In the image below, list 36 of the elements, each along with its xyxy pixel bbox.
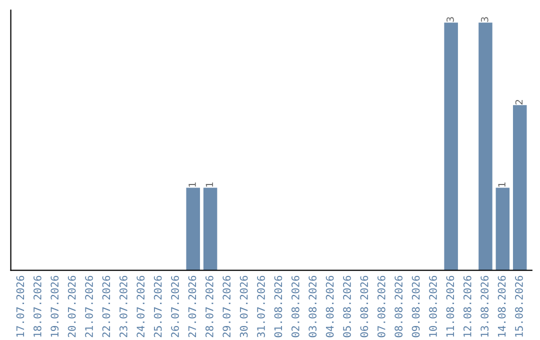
x-tick-label: 22.07.2026 <box>102 276 110 338</box>
x-tick-label: 03.08.2026 <box>308 276 317 338</box>
x-tick-label: 01.08.2026 <box>274 276 282 338</box>
x-tick-label: 26.07.2026 <box>171 276 179 338</box>
data-label: 2 <box>515 100 523 104</box>
x-tick-label: 25.07.2026 <box>154 276 162 338</box>
x-tick-label: 29.07.2026 <box>222 276 231 338</box>
x-tick-label: 08.08.2026 <box>394 276 403 338</box>
x-tick-label: 19.07.2026 <box>50 276 59 337</box>
x-tick-label: 28.07.2026 <box>205 276 214 338</box>
x-tick-label: 06.08.2026 <box>360 276 368 338</box>
x-tick-label: 14.08.2026 <box>498 276 506 337</box>
x-tick-label: 18.07.2026 <box>33 276 42 337</box>
x-tick-label: 04.08.2026 <box>326 276 334 338</box>
x-tick-label: 13.08.2026 <box>480 276 489 337</box>
x-tick-label: 20.07.2026 <box>68 276 76 338</box>
x-tick-label: 27.07.2026 <box>188 276 196 338</box>
x-tick-label: 17.07.2026 <box>16 276 24 337</box>
x-tick-label: 30.07.2026 <box>240 276 248 338</box>
x-tick-label: 07.08.2026 <box>377 276 386 338</box>
x-tick-label: 21.07.2026 <box>85 276 93 338</box>
data-label: 1 <box>498 182 506 187</box>
x-tick-label: 10.08.2026 <box>429 276 437 337</box>
x-tick-label: 24.07.2026 <box>136 276 145 338</box>
data-label: 3 <box>480 17 488 22</box>
x-tick-label: 15.08.2026 <box>515 276 523 337</box>
x-tick-label: 05.08.2026 <box>343 276 351 338</box>
x-tick-label: 31.07.2026 <box>257 276 265 338</box>
data-label: 3 <box>446 17 454 22</box>
data-label: 1 <box>188 182 196 187</box>
x-tick-label: 11.08.2026 <box>446 276 454 337</box>
x-tick-label: 12.08.2026 <box>463 276 472 337</box>
data-label: 1 <box>206 182 213 187</box>
x-tick-label: 02.08.2026 <box>291 276 300 338</box>
x-tick-label: 09.08.2026 <box>412 276 420 338</box>
x-tick-label: 23.07.2026 <box>119 276 128 338</box>
